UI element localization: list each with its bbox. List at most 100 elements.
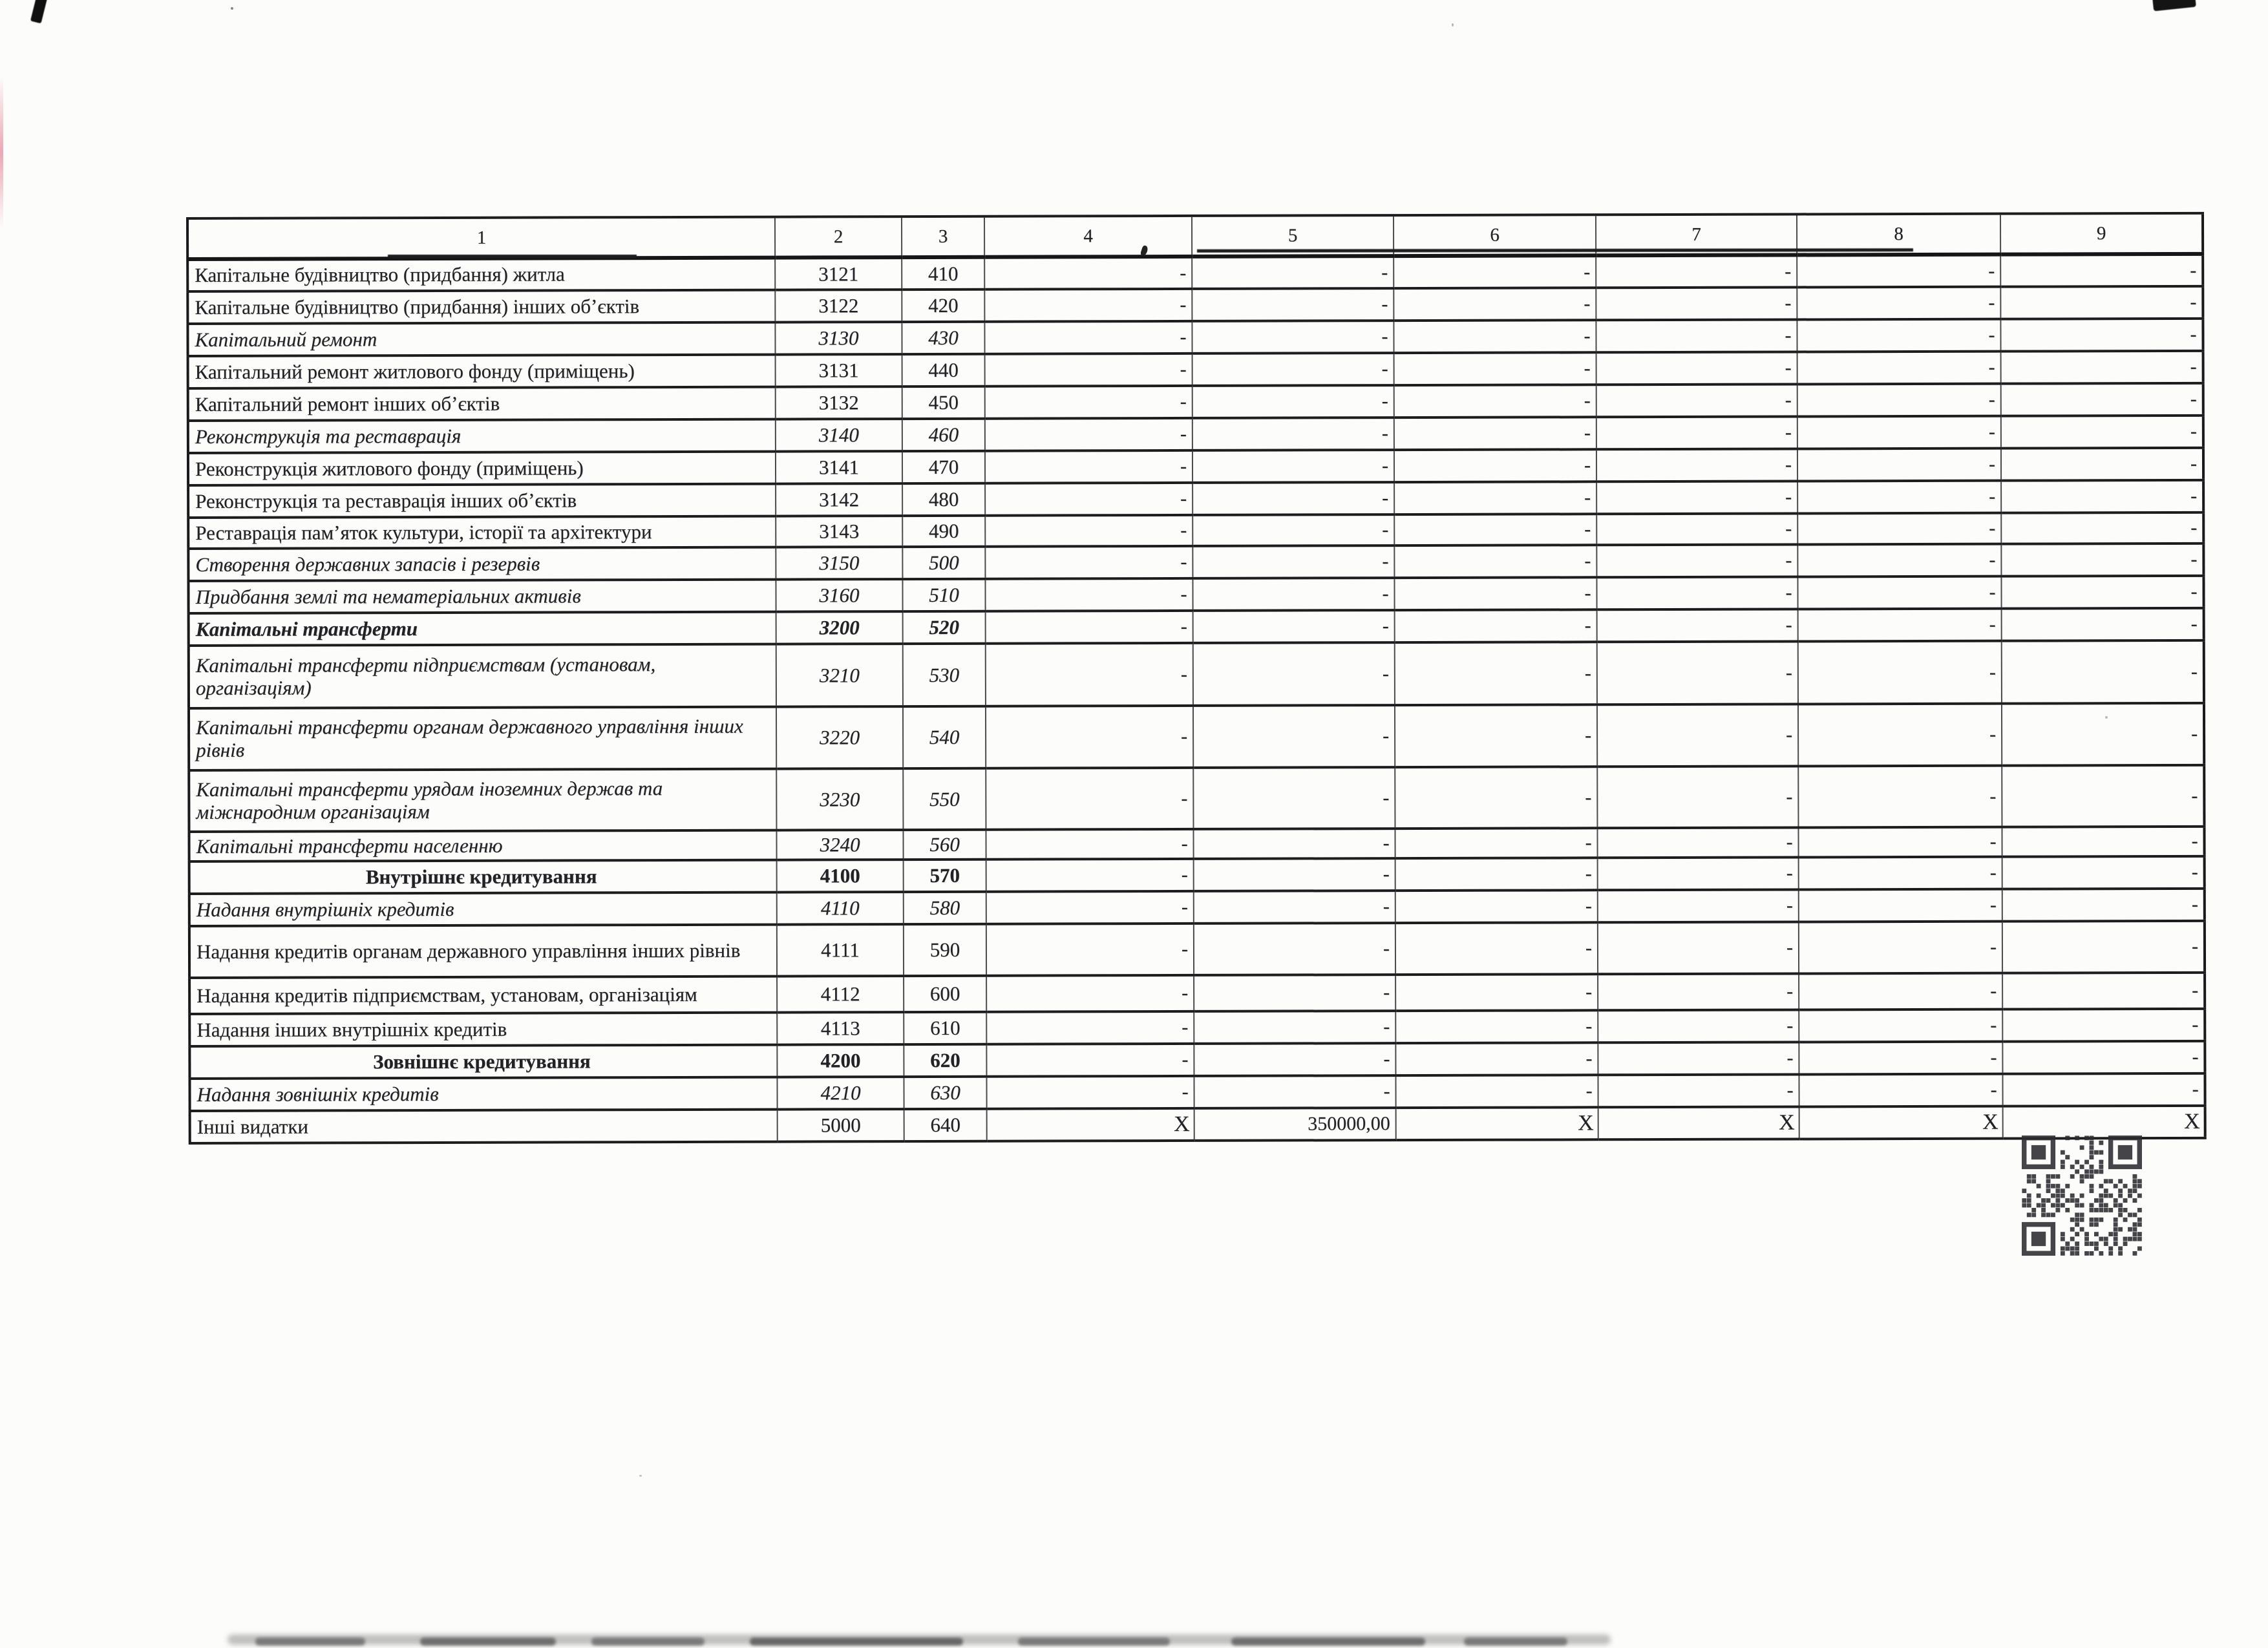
table-row: Реконструкція та реставрація інших об’єк… [188,480,2204,518]
scan-streak [0,76,3,228]
value-cell: - [986,767,1194,830]
expenditure-name-cell: Капітальні трансферти органам державного… [188,706,777,770]
value-cell: - [2000,253,2203,287]
table-row: Надання кредитів органам державного упра… [189,920,2205,978]
line-number-cell: 420 [902,289,985,322]
value-cell: - [2000,286,2203,319]
line-number-cell: 620 [904,1044,987,1077]
expenditure-name-cell: Реконструкція житлового фонду (приміщень… [187,451,776,485]
line-number-cell: 610 [904,1011,987,1045]
value-cell: - [1598,1009,1799,1043]
value-cell: - [1797,703,2002,766]
value-cell: - [1395,828,1598,859]
value-cell: - [2002,972,2205,1009]
value-cell: - [2001,575,2204,609]
line-number-cell: 570 [903,859,986,893]
table-row: Створення державних запасів і резервів 31… [188,543,2204,581]
kekv-code-cell: 3122 [775,290,902,322]
kekv-code-cell: 3200 [776,611,903,644]
value-cell: - [985,578,1193,611]
table-row: Капітальні трансферти урядам іноземних д… [189,765,2205,832]
value-cell: - [1797,640,2002,704]
value-cell: - [1797,416,2001,449]
value-cell: - [1395,1010,1598,1044]
value-cell: - [1395,890,1598,924]
value-cell: - [1798,921,2003,974]
value-cell: - [1797,383,2001,417]
value-cell: - [1797,448,2002,481]
value-cell: - [1596,287,1797,321]
expenditure-name-cell: Капітальний ремонт [187,322,776,356]
value-cell: - [1597,857,1799,891]
value-cell: - [2000,350,2203,384]
value-cell: - [984,256,1192,290]
value-cell: X [986,1108,1194,1141]
value-cell: - [1395,922,1598,975]
expenditure-name-cell: Реконструкція та реставрація інших об’єк… [188,483,776,518]
value-cell: - [2002,888,2205,922]
value-cell: X [1598,1106,1799,1140]
kekv-code-cell: 4112 [777,976,904,1013]
expenditure-name-cell: Надання кредитів підприємствам, установа… [189,976,778,1014]
expenditure-name-cell: Зовнішнє кредитування [189,1044,778,1079]
value-cell: - [1192,450,1395,483]
value-cell: - [1596,416,1797,450]
value-cell: - [1596,641,1798,705]
column-header: 7 [1595,214,1797,256]
value-cell: - [1596,513,1798,545]
expenditure-name-cell: Надання внутрішніх кредитів [189,892,777,926]
value-cell: - [1394,577,1597,611]
value-cell: - [1797,512,2002,545]
expenditure-name-cell: Надання зовнішніх кредитів [189,1077,778,1111]
table-row: Капітальні трансферти органам державного… [188,703,2205,770]
kekv-code-cell: 3141 [775,451,903,484]
table-row: Капітальний ремонт житлового фонду (прим… [187,350,2203,388]
value-cell: - [1394,352,1596,386]
table-row: Капітальні трансферти підприємствам (уст… [188,640,2204,708]
kekv-code-cell: 3240 [776,830,904,860]
value-cell: - [1194,1011,1396,1044]
line-number-cell: 530 [902,643,986,707]
value-cell: - [1596,255,1797,288]
value-cell: - [1192,545,1395,578]
value-cell: - [985,642,1193,706]
value-cell: - [1596,576,1798,610]
kekv-code-cell: 3220 [776,706,904,769]
value-cell: - [1192,610,1395,643]
scan-edge-smudge [1018,1638,1170,1645]
value-cell: - [1193,923,1396,975]
value-cell: - [1192,514,1395,546]
table-row: Придбання землі та нематеріальних активі… [188,575,2204,613]
value-cell: - [1797,544,2002,577]
value-cell: - [1394,704,1598,768]
value-cell: - [985,545,1193,579]
value-cell: - [1798,827,2002,858]
value-cell: - [1194,975,1396,1011]
table-row: Реставрація пам’яток культури, історії т… [188,512,2204,549]
value-cell: - [986,1043,1194,1077]
value-cell: - [984,450,1193,483]
kekv-code-cell: 4110 [776,892,904,925]
value-cell: - [2002,1041,2205,1074]
value-cell: - [1394,642,1597,706]
value-cell: - [1192,417,1394,450]
table-row: Реконструкція житлового фонду (приміщень… [187,447,2204,485]
value-cell: - [2001,512,2204,544]
kekv-code-cell: 3131 [775,354,902,387]
value-cell: - [1597,889,1799,923]
table-row: Надання зовнішніх кредитів 4210 630- - - - - - [189,1073,2205,1111]
value-cell: - [2002,856,2205,889]
expenditure-name-cell: Реставрація пам’яток культури, історії т… [188,516,776,549]
value-cell: - [984,288,1192,322]
expenditure-name-cell: Надання інших внутрішніх кредитів [189,1012,778,1046]
kekv-code-cell: 3132 [775,386,902,419]
line-number-cell: 540 [902,706,986,769]
table-row: Інші видатки 5000 640 X 350000,00 X X X X [189,1105,2205,1143]
value-cell: - [1193,891,1395,924]
line-number-cell: 550 [903,768,986,830]
value-cell: - [1394,514,1597,546]
value-cell: - [1799,1041,2003,1075]
kekv-code-cell: 3143 [776,516,903,547]
value-cell: - [1394,385,1596,418]
